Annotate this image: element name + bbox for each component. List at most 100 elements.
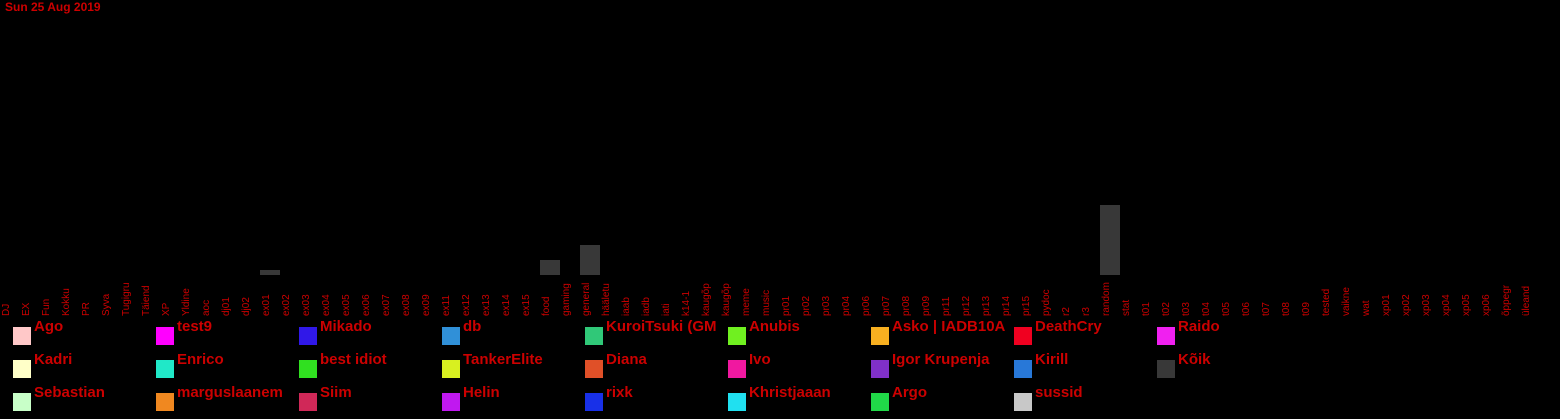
legend-item: Kadri — [13, 349, 153, 379]
legend-swatch — [1014, 360, 1032, 378]
x-tick-label: wat — [1361, 300, 1372, 316]
x-tick-label: pr14 — [1001, 296, 1012, 316]
x-tick-label: xp05 — [1461, 294, 1472, 316]
x-tick-label: pr03 — [821, 296, 832, 316]
x-tick-label: xp03 — [1421, 294, 1432, 316]
legend-swatch — [299, 327, 317, 345]
legend-item: best idiot — [299, 349, 439, 379]
legend-label: best idiot — [320, 351, 387, 368]
legend-swatch — [13, 393, 31, 411]
x-tick-label: ex13 — [481, 294, 492, 316]
x-tick-label: ex15 — [521, 294, 532, 316]
x-tick-label: DJ — [1, 304, 12, 316]
legend-item: Siim — [299, 382, 439, 412]
x-tick-label: ex04 — [321, 294, 332, 316]
legend-label: Anubis — [749, 318, 800, 335]
x-tick-label: tested — [1321, 289, 1332, 316]
legend-swatch — [871, 393, 889, 411]
x-tick-label: pr08 — [901, 296, 912, 316]
x-tick-label: pr15 — [1021, 296, 1032, 316]
x-tick-label: music — [761, 290, 772, 316]
legend-item: KuroiTsuki (GM — [585, 316, 725, 346]
x-tick-label: ex01 — [261, 294, 272, 316]
x-tick-label: dj01 — [221, 297, 232, 316]
legend-label: Diana — [606, 351, 647, 368]
x-tick-label: iati — [661, 303, 672, 316]
x-tick-label: ex08 — [401, 294, 412, 316]
legend-label: Ago — [34, 318, 64, 335]
x-tick-label: xp02 — [1401, 294, 1412, 316]
x-tick-label: iaab — [621, 297, 632, 316]
legend-label: Asko | IADB10A — [892, 318, 1006, 335]
legend-item: DeathCry — [1014, 316, 1154, 346]
x-tick-label: õppegr — [1501, 284, 1512, 316]
legend-label: rixk — [606, 384, 633, 401]
bar-chart: DJ EX Fun Kokku PR Syva Tugigru Täiend XP Yldine a… — [1, 205, 1532, 316]
x-tick-label: ex06 — [361, 294, 372, 316]
bar-general-Kõik — [580, 245, 600, 275]
x-tick-label: t06 — [1241, 302, 1252, 316]
x-tick-label: hääletu — [601, 283, 612, 316]
x-tick-label: pr01 — [781, 296, 792, 316]
legend-label: Siim — [320, 384, 352, 401]
legend-item: Khristjaaan — [728, 382, 868, 412]
bar-random-Kõik — [1100, 205, 1120, 275]
x-tick-label: gaming — [561, 283, 572, 316]
x-tick-label: meme — [741, 288, 752, 316]
legend-label: KuroiTsuki (GM — [606, 318, 717, 335]
x-tick-label: pr11 — [941, 296, 952, 316]
x-tick-label: r2 — [1061, 307, 1072, 316]
legend-item: sussid — [1014, 382, 1154, 412]
legend-swatch — [871, 327, 889, 345]
x-tick-label: random — [1101, 282, 1112, 316]
x-tick-label: kaugõp — [721, 283, 732, 316]
bar-ex01-Kõik — [260, 270, 280, 275]
legend-label: marguslaanem — [177, 384, 283, 401]
legend-item: Enrico — [156, 349, 296, 379]
legend-label: Kirill — [1035, 351, 1069, 368]
date-label: Sun 25 Aug 2019 — [5, 0, 101, 14]
legend-label: DeathCry — [1035, 318, 1102, 335]
legend-swatch — [728, 327, 746, 345]
legend-swatch — [1157, 327, 1175, 345]
x-tick-label: t01 — [1141, 302, 1152, 316]
x-tick-label: pr06 — [861, 296, 872, 316]
legend-swatch — [156, 360, 174, 378]
legend-item: Kirill — [1014, 349, 1154, 379]
x-tick-label: t08 — [1281, 302, 1292, 316]
legend-swatch — [728, 360, 746, 378]
legend-item: Igor Krupenja — [871, 349, 1011, 379]
legend-label: Igor Krupenja — [892, 351, 990, 368]
x-tick-label: Syva — [101, 293, 112, 316]
x-tick-label: Täiend — [141, 285, 152, 316]
x-tick-label: pr09 — [921, 296, 932, 316]
legend-item: Ivo — [728, 349, 868, 379]
x-tick-label: vaikne — [1341, 287, 1352, 316]
x-tick-label: pr04 — [841, 296, 852, 316]
legend-item: Mikado — [299, 316, 439, 346]
legend-item: Kõik — [1157, 349, 1297, 379]
legend-label: Mikado — [320, 318, 372, 335]
x-tick-label: XP — [161, 302, 172, 316]
x-tick-label: t05 — [1221, 302, 1232, 316]
legend-swatch — [1157, 360, 1175, 378]
legend-swatch — [442, 393, 460, 411]
legend-item: Anubis — [728, 316, 868, 346]
legend-swatch — [585, 360, 603, 378]
legend-label: Kadri — [34, 351, 73, 368]
legend-swatch — [13, 360, 31, 378]
legend-label: Argo — [892, 384, 927, 401]
legend-item: marguslaanem — [156, 382, 296, 412]
legend-swatch — [871, 360, 889, 378]
legend-swatch — [13, 327, 31, 345]
x-tick-label: Kokku — [61, 288, 72, 316]
legend-label: Sebastian — [34, 384, 105, 401]
legend-swatch — [156, 393, 174, 411]
x-tick-label: xp01 — [1381, 294, 1392, 316]
x-tick-label: general — [581, 283, 592, 316]
legend-swatch — [728, 393, 746, 411]
x-tick-label: PR — [81, 302, 92, 316]
x-tick-label: pydoc — [1041, 289, 1052, 316]
legend-item: db — [442, 316, 582, 346]
legend-swatch — [1014, 327, 1032, 345]
